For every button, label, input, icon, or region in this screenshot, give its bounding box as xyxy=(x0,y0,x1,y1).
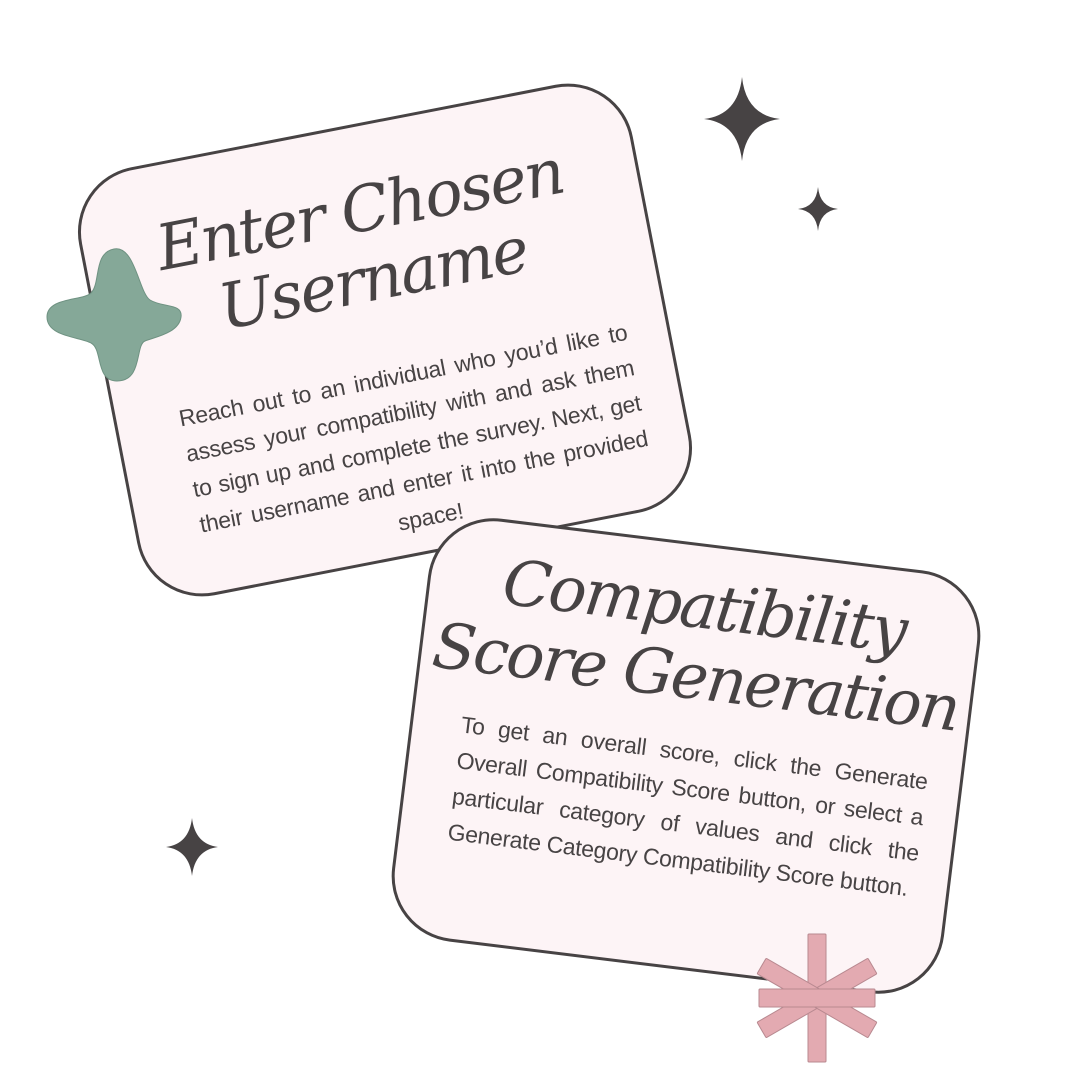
four-petal-star-icon xyxy=(46,248,182,382)
step-title: Enter Chosen Username xyxy=(150,134,569,345)
sparkle-icon xyxy=(704,77,780,161)
step-description: To get an overall score, click the Gener… xyxy=(446,711,930,901)
asterisk-burst-icon xyxy=(756,933,878,1063)
sparkle-icon xyxy=(798,187,838,231)
sparkle-icon xyxy=(166,818,218,876)
step-card-score: Compatibility Score Generation To get an… xyxy=(384,510,988,1002)
